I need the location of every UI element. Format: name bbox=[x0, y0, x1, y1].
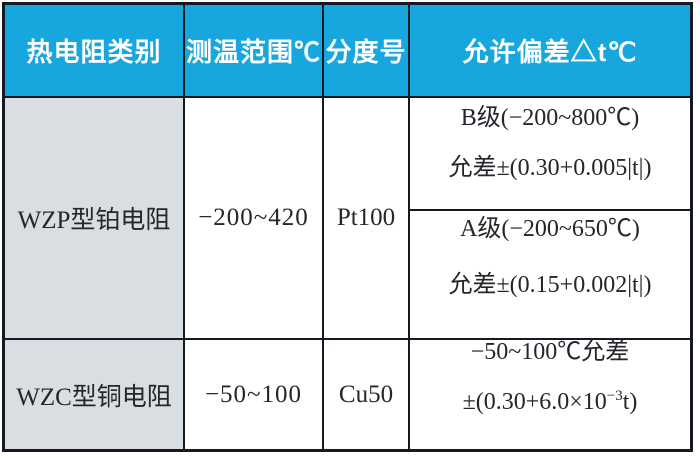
deviation-a-formula: 允差±(0.15+0.002|t|) bbox=[448, 272, 652, 298]
header-range-label: 测温范围℃ bbox=[185, 37, 321, 67]
wzc-formula-post: t) bbox=[622, 389, 638, 415]
wzp-deviation-a-cell: A级(−200~650℃) 允差±(0.15+0.002|t|) bbox=[410, 211, 690, 340]
wzc-formula-exponent: −3 bbox=[606, 388, 623, 404]
header-graduation-label: 分度号 bbox=[325, 37, 407, 67]
wzc-formula-pre: ±(0.30+6.0×10 bbox=[462, 389, 607, 415]
wzc-graduation-cell: Cu50 bbox=[324, 340, 410, 449]
deviation-b-formula: 允差±(0.30+0.005|t|) bbox=[448, 155, 652, 181]
wzp-range-value: −200~420 bbox=[198, 204, 309, 231]
wzc-range-cell: −50~100 bbox=[185, 340, 324, 449]
deviation-b-range: B级(−200~800℃) bbox=[460, 105, 640, 131]
header-cell-category: 热电阻类别 bbox=[5, 5, 185, 98]
wzc-deviation-range: −50~100℃允差 bbox=[470, 339, 630, 365]
header-cell-range: 测温范围℃ bbox=[185, 5, 324, 98]
deviation-a-range: A级(−200~650℃) bbox=[460, 216, 640, 242]
wzp-category-label: WZP型铂电阻 bbox=[17, 207, 171, 234]
header-deviation-label: 允许偏差△t℃ bbox=[462, 37, 638, 67]
wzc-deviation-cell: −50~100℃允差 ±(0.30+6.0×10−3t) bbox=[410, 339, 690, 449]
wzp-graduation-cell: Pt100 bbox=[324, 98, 410, 340]
wzc-category-cell: WZC型铜电阻 bbox=[5, 340, 185, 449]
rtd-spec-table: 热电阻类别 测温范围℃ 分度号 允许偏差△t℃ WZP型铂电阻 −200~420… bbox=[2, 2, 693, 452]
header-cell-graduation: 分度号 bbox=[324, 5, 410, 98]
wzp-graduation-value: Pt100 bbox=[336, 204, 396, 231]
wzc-range-value: −50~100 bbox=[204, 380, 303, 408]
wzc-deviation-formula: ±(0.30+6.0×10−3t) bbox=[463, 386, 638, 418]
header-category-label: 热电阻类别 bbox=[26, 37, 162, 67]
wzp-range-cell: −200~420 bbox=[185, 98, 324, 340]
wzc-graduation-value: Cu50 bbox=[338, 380, 394, 408]
header-cell-deviation: 允许偏差△t℃ bbox=[410, 5, 690, 98]
wzp-category-cell: WZP型铂电阻 bbox=[5, 98, 185, 340]
wzp-deviation-b-cell: B级(−200~800℃) 允差±(0.30+0.005|t|) bbox=[410, 98, 690, 211]
wzc-category-label: WZC型铜电阻 bbox=[16, 383, 172, 411]
